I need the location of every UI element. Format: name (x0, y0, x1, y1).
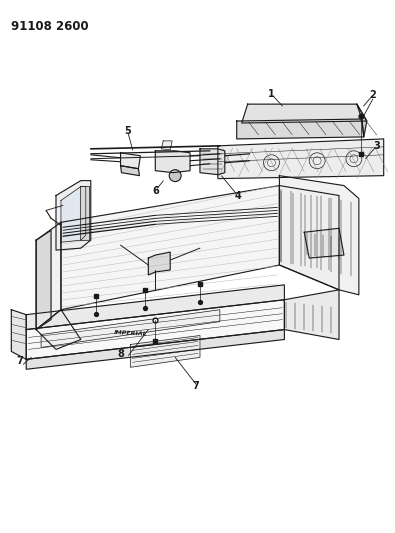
Text: 91108 2600: 91108 2600 (11, 20, 89, 33)
Polygon shape (61, 185, 279, 310)
Polygon shape (80, 185, 89, 240)
Text: 7: 7 (16, 356, 23, 366)
Polygon shape (357, 104, 367, 137)
Polygon shape (26, 300, 284, 359)
Text: 8: 8 (117, 349, 124, 359)
Polygon shape (120, 153, 140, 168)
Polygon shape (26, 329, 284, 369)
Text: 6: 6 (152, 185, 159, 196)
Polygon shape (36, 222, 61, 329)
Polygon shape (26, 285, 284, 329)
Polygon shape (11, 310, 26, 359)
Polygon shape (120, 166, 139, 176)
Polygon shape (237, 119, 364, 139)
Polygon shape (279, 185, 339, 290)
Polygon shape (155, 151, 190, 173)
Polygon shape (200, 149, 225, 175)
Polygon shape (279, 176, 359, 295)
Polygon shape (41, 310, 220, 348)
Polygon shape (242, 104, 367, 123)
Text: 7: 7 (193, 381, 199, 391)
Polygon shape (130, 335, 200, 367)
Text: 2: 2 (369, 90, 376, 100)
Polygon shape (36, 310, 81, 350)
Text: 5: 5 (124, 126, 131, 136)
Text: 3: 3 (373, 141, 380, 151)
Polygon shape (284, 290, 339, 340)
Text: IMPERIAL: IMPERIAL (113, 330, 147, 337)
Circle shape (169, 169, 181, 182)
Text: 1: 1 (268, 89, 275, 99)
Polygon shape (36, 230, 51, 329)
Polygon shape (61, 187, 86, 242)
Polygon shape (218, 139, 384, 179)
Polygon shape (56, 181, 91, 250)
Polygon shape (149, 252, 170, 275)
Polygon shape (304, 228, 344, 258)
Text: 4: 4 (234, 190, 241, 200)
Polygon shape (161, 141, 172, 150)
